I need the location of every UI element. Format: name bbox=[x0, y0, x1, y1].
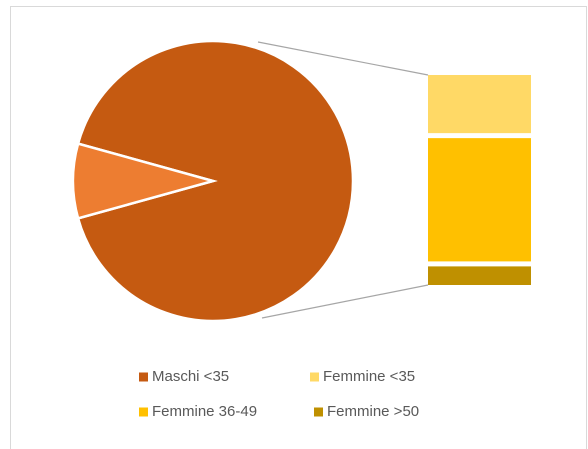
legend-label: Femmine <35 bbox=[323, 368, 415, 385]
legend-swatch bbox=[139, 372, 148, 382]
legend-swatch bbox=[310, 372, 319, 382]
connector-line bbox=[261, 284, 429, 319]
bar-segment bbox=[428, 75, 531, 134]
legend-label: Femmine >50 bbox=[327, 403, 419, 420]
connector-line bbox=[257, 41, 429, 76]
legend-swatch bbox=[139, 407, 148, 417]
legend-label: Maschi <35 bbox=[152, 368, 229, 385]
pie-slice bbox=[71, 142, 218, 220]
legend-swatch bbox=[314, 407, 323, 417]
legend-label: Femmine 36-49 bbox=[152, 403, 257, 420]
bar-segment bbox=[428, 266, 531, 285]
bar-segment bbox=[428, 138, 531, 262]
